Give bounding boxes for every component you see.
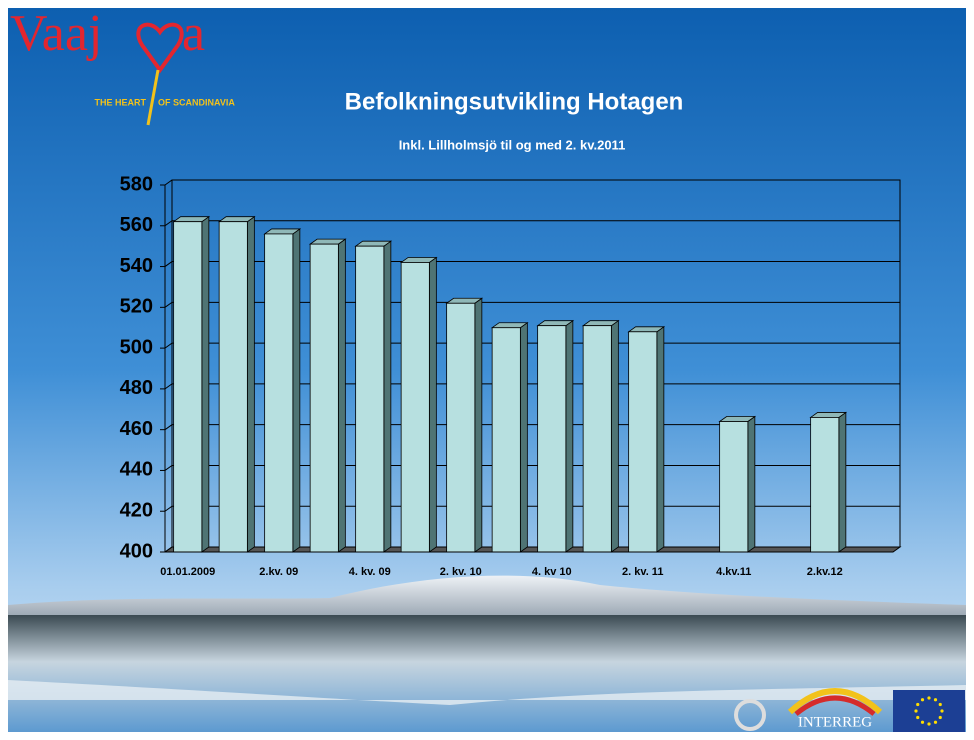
eu-star [914, 709, 918, 713]
bar [309, 243, 339, 553]
bar-side [656, 326, 665, 553]
x-tick-label: 2.kv. 09 [259, 566, 298, 578]
y-tick-label: 580 [120, 173, 153, 195]
bar [264, 233, 294, 553]
bar-side [474, 297, 483, 553]
bar-side [337, 238, 346, 553]
bar [719, 421, 749, 553]
bar [173, 221, 203, 553]
bar-top [718, 416, 757, 422]
eu-star [933, 698, 938, 702]
x-tick-label: 2. kv. 11 [622, 566, 663, 578]
bar-top [172, 216, 211, 223]
eu-star [916, 702, 920, 707]
bar-side [428, 256, 437, 553]
y-tick-label: 520 [120, 296, 153, 318]
bar-side [246, 215, 255, 553]
x-tick-label: 01.01.2009 [160, 566, 215, 578]
y-tick-label: 540 [120, 255, 153, 277]
x-tick-label: 4. kv. 09 [349, 566, 391, 578]
eu-star [920, 720, 925, 724]
grid-line [164, 301, 900, 308]
bar-top [536, 320, 575, 327]
bar-top [490, 322, 529, 329]
bar [446, 302, 476, 553]
logo-ring [734, 699, 766, 731]
bar-side [565, 319, 574, 553]
eu-star [933, 720, 938, 724]
bar-top [399, 257, 438, 263]
bar-side [201, 215, 210, 553]
bar-side [610, 319, 619, 553]
y-tick-label: 420 [120, 500, 153, 522]
footer-logos: INTERREG [734, 688, 965, 732]
lake [8, 615, 966, 732]
eu-flag [893, 690, 965, 732]
bar [628, 331, 658, 553]
logo-heart [136, 22, 184, 74]
logo-tagline: OF SCANDINAVIA [158, 97, 235, 107]
chart-title: Befolkningsutvikling Hotagen [345, 88, 684, 115]
bar [355, 245, 385, 553]
interreg-arc [787, 688, 883, 715]
y-tick-label: 460 [120, 418, 153, 440]
eu-star [940, 709, 944, 713]
grid-line [164, 179, 900, 186]
eu-star [916, 715, 920, 720]
reflection [8, 680, 966, 705]
x-tick-label: 4.kv.11 [716, 566, 751, 578]
bar [537, 325, 567, 553]
y-tick-label: 480 [120, 377, 153, 399]
grid-line [164, 220, 900, 227]
x-tick-label: 4. kv 10 [532, 566, 572, 578]
bar-top [627, 326, 666, 333]
bar [810, 417, 840, 553]
eu-star [927, 722, 931, 726]
bar-top [308, 238, 347, 245]
bar [491, 327, 521, 553]
bar-top [217, 216, 256, 223]
chart-subtitle: Inkl. Lillholmsjö til og med 2. kv.2011 [399, 137, 626, 152]
eu-star [927, 696, 931, 700]
bar-side [838, 411, 847, 553]
bar-top [354, 240, 393, 247]
y-tick-label: 560 [120, 214, 153, 236]
interreg-text: INTERREG [798, 714, 872, 730]
eu-star [938, 702, 942, 707]
logo-left: Vaaj [10, 5, 102, 62]
x-tick-label: 2.kv.12 [807, 566, 843, 578]
eu-star [938, 715, 942, 720]
y-tick-label: 500 [120, 336, 153, 358]
bar-side [383, 240, 392, 553]
logo-tagline: THE HEART [95, 97, 147, 107]
bar-top [445, 297, 484, 304]
bar-side [519, 321, 528, 553]
grid-line [164, 261, 900, 267]
x-tick-label: 2. kv. 10 [440, 566, 482, 578]
bar-top [263, 228, 302, 235]
interreg-arc [794, 695, 876, 716]
bar-side [292, 228, 301, 553]
logo-right: a [182, 5, 205, 62]
bar-top [581, 320, 620, 327]
bar-top [809, 412, 848, 418]
y-tick-label: 400 [120, 540, 153, 562]
eu-star [920, 698, 925, 702]
bar-side [747, 415, 756, 553]
bar [218, 221, 248, 553]
logo-stroke [146, 69, 160, 126]
y-tick-label: 440 [120, 459, 153, 481]
bar [400, 262, 430, 553]
mountains [8, 575, 966, 625]
bar [582, 325, 612, 553]
